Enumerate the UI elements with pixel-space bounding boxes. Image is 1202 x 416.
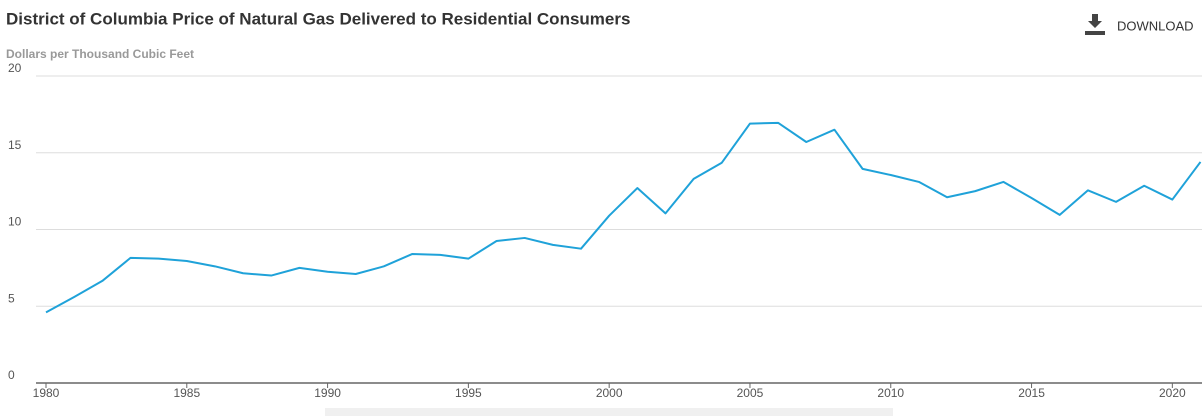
chart-subtitle: Dollars per Thousand Cubic Feet (6, 47, 194, 61)
x-tick-label: 2005 (737, 386, 764, 400)
y-tick-label: 10 (8, 215, 22, 229)
download-label: DOWNLOAD (1117, 18, 1194, 33)
download-button[interactable]: DOWNLOAD (1085, 14, 1194, 35)
x-tick-label: 1985 (173, 386, 200, 400)
x-tick-label: 1995 (455, 386, 482, 400)
chart-title: District of Columbia Price of Natural Ga… (6, 9, 630, 28)
y-tick-label: 5 (8, 291, 15, 305)
range-scroller[interactable] (325, 408, 893, 416)
y-tick-label: 20 (8, 61, 22, 75)
x-tick-label: 1980 (33, 386, 60, 400)
data-line (45, 121, 1202, 314)
y-tick-label: 15 (8, 138, 22, 152)
x-tick-label: 2010 (877, 386, 904, 400)
x-tick-label: 2015 (1018, 386, 1045, 400)
x-tick-label: 1990 (314, 386, 341, 400)
download-icon (1085, 14, 1105, 35)
x-tick-label: 2000 (596, 386, 623, 400)
x-tick-label: 2020 (1159, 386, 1186, 400)
y-tick-label: 0 (8, 368, 15, 382)
